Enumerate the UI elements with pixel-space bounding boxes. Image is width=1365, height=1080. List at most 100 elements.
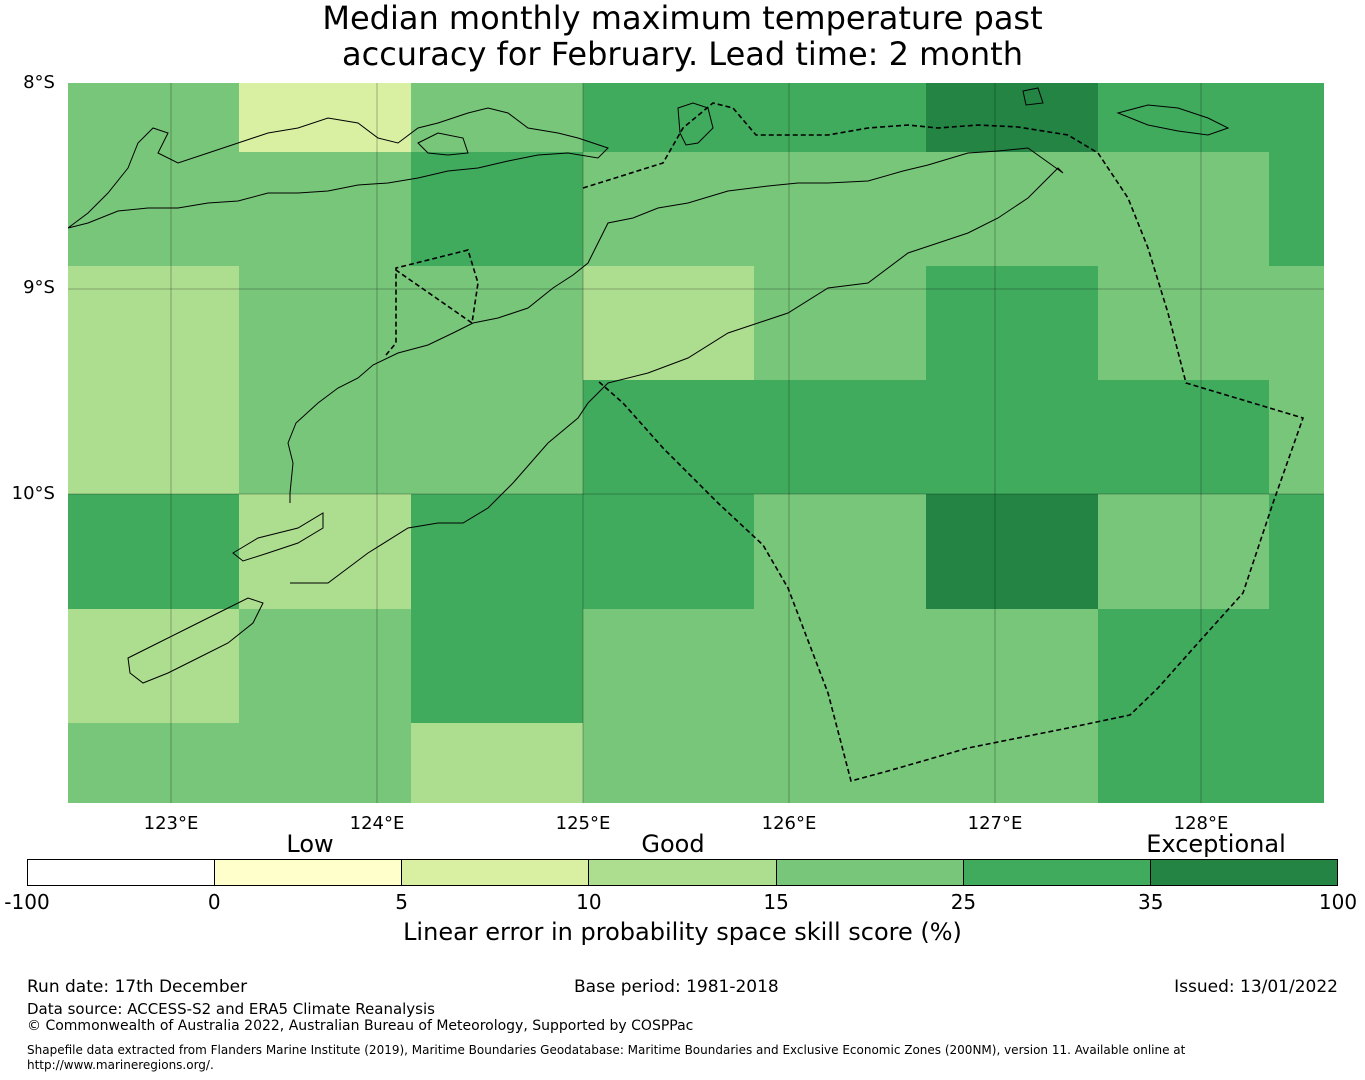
grid-cell <box>411 723 583 803</box>
timor-coastline <box>287 147 1064 584</box>
grid-cell <box>926 380 1098 494</box>
grid-cell <box>1269 494 1324 609</box>
grid-cell <box>239 609 411 723</box>
grid-cell <box>239 266 411 380</box>
colorbar-tick-label: 100 <box>1318 890 1358 914</box>
grid-cell <box>583 152 754 266</box>
grid-cell <box>1098 609 1269 723</box>
grid-cells <box>68 83 1324 803</box>
grid-cell <box>754 494 926 609</box>
data-source: Data source: ACCESS-S2 and ERA5 Climate … <box>27 1000 435 1018</box>
flores-coastline <box>68 107 609 229</box>
grid-cell <box>68 152 239 266</box>
shapefile-credit: Shapefile data extracted from Flanders M… <box>27 1043 1186 1072</box>
coastlines <box>68 87 1230 684</box>
timor-leste-eez-boundary <box>582 102 1305 782</box>
grid-cell <box>1098 723 1269 803</box>
grid-cell <box>754 83 926 152</box>
grid-cell <box>583 83 754 152</box>
wetar-coastline <box>677 102 714 146</box>
colorbar-segment <box>1150 860 1337 885</box>
savu-coastline <box>232 512 324 562</box>
grid-cell <box>68 380 239 494</box>
copyright: © Commonwealth of Australia 2022, Austra… <box>27 1018 694 1034</box>
skill-map <box>68 83 1324 803</box>
grid-cell <box>926 723 1098 803</box>
colorbar-tick-label: 5 <box>395 890 408 914</box>
grid-cell <box>411 83 583 152</box>
colorbar-segment <box>776 860 964 885</box>
grid-cell <box>583 494 754 609</box>
grid-cell <box>1269 266 1324 380</box>
grid-cell <box>583 609 754 723</box>
grid-cell <box>239 152 411 266</box>
grid-cell <box>1098 152 1269 266</box>
colorbar-tick-label: 15 <box>763 890 789 914</box>
title-line-1: Median monthly maximum temperature past <box>322 0 1043 37</box>
grid-cell <box>754 266 926 380</box>
lat-label-9s: 9°S <box>23 277 55 298</box>
grid-cell <box>68 609 239 723</box>
grid-cell <box>1098 83 1269 152</box>
lon-label-127e: 127°E <box>967 813 1023 834</box>
graticule <box>68 83 1324 803</box>
colorbar-tick-label: 10 <box>576 890 602 914</box>
lon-label-123e: 123°E <box>143 813 199 834</box>
grid-cell <box>1269 723 1324 803</box>
lon-label-128e: 128°E <box>1173 813 1229 834</box>
grid-cell <box>239 723 411 803</box>
lon-label-124e: 124°E <box>349 813 405 834</box>
colorbar-segment <box>589 860 777 885</box>
grid-cell <box>239 380 411 494</box>
grid-cell <box>411 380 583 494</box>
grid-cell <box>411 609 583 723</box>
grid-cell <box>583 266 754 380</box>
colorbar-tick-label: 25 <box>950 890 977 914</box>
grid-cell <box>583 723 754 803</box>
lon-label-126e: 126°E <box>761 813 817 834</box>
grid-cell <box>1269 83 1324 152</box>
grid-cell <box>68 494 239 609</box>
colorbar-segment <box>28 860 216 885</box>
grid-cell <box>754 380 926 494</box>
grid-cell <box>411 494 583 609</box>
grid-cell <box>754 152 926 266</box>
oecusse-eez-boundary <box>385 249 479 356</box>
lat-label-8s: 8°S <box>23 72 55 93</box>
grid-cell <box>926 609 1098 723</box>
grid-cell <box>1269 152 1324 266</box>
colorbar-segment <box>963 860 1151 885</box>
chart-title: Median monthly maximum temperature past … <box>0 0 1365 72</box>
grid-cell <box>411 266 583 380</box>
grid-cell <box>1098 266 1269 380</box>
grid-cell <box>1098 380 1269 494</box>
grid-cell <box>754 609 926 723</box>
eez-boundaries <box>385 102 1305 782</box>
lon-label-125e: 125°E <box>555 813 611 834</box>
colorbar-tick-label: 0 <box>207 890 221 914</box>
colorbar-segment <box>215 860 403 885</box>
title-line-2: accuracy for February. Lead time: 2 mont… <box>342 35 1023 73</box>
category-good: Good <box>641 830 705 858</box>
grid-cell <box>68 83 239 152</box>
colorbar-tick-label: 35 <box>1137 890 1164 914</box>
grid-cell <box>1269 609 1324 723</box>
grid-cell <box>754 723 926 803</box>
grid-cell <box>68 266 239 380</box>
sumba-coastline <box>127 597 264 684</box>
babar-coastline <box>1116 104 1230 136</box>
grid-cell <box>1098 494 1269 609</box>
base-period: Base period: 1981-2018 <box>574 977 779 997</box>
issued-date: Issued: 13/01/2022 <box>1174 977 1338 997</box>
colorbar-segment <box>402 860 590 885</box>
grid-cell <box>926 83 1098 152</box>
run-date: Run date: 17th December <box>27 977 248 997</box>
category-exceptional: Exceptional <box>1146 830 1286 858</box>
grid-cell <box>239 494 411 609</box>
category-low: Low <box>286 830 334 858</box>
grid-cell <box>411 152 583 266</box>
alor-coastline <box>417 132 469 156</box>
grid-cell <box>583 380 754 494</box>
kisar-coastline <box>1022 87 1044 106</box>
grid-cell <box>68 723 239 803</box>
